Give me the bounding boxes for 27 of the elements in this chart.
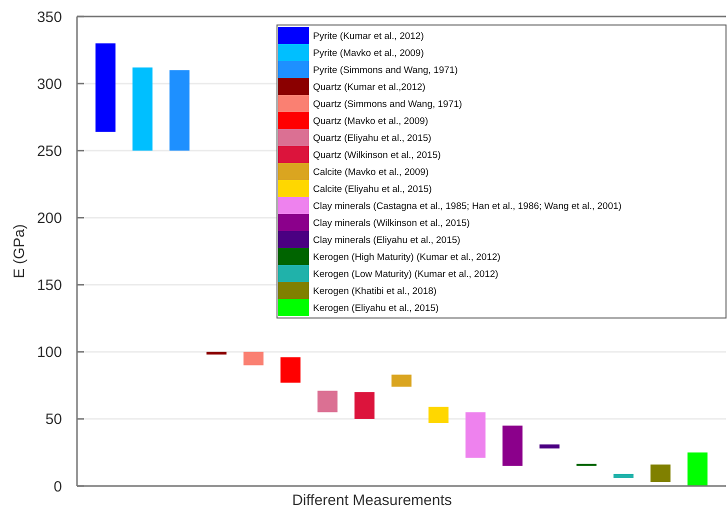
legend-label: Quartz (Wilkinson et al., 2015) bbox=[313, 150, 441, 161]
y-tick-label: 50 bbox=[45, 411, 62, 428]
y-tick-label: 200 bbox=[36, 210, 62, 227]
y-tick-label: 100 bbox=[36, 344, 62, 362]
legend-label: Kerogen (Low Maturity) (Kumar et al., 2012) bbox=[313, 269, 498, 280]
legend-label: Kerogen (High Maturity) (Kumar et al., 2012) bbox=[313, 252, 500, 263]
y-axis-title: E (GPa) bbox=[11, 224, 28, 278]
legend-label: Quartz (Eliyahu et al., 2015) bbox=[313, 133, 432, 144]
y-tick-label: 250 bbox=[36, 142, 62, 160]
legend-label: Calcite (Eliyahu et al., 2015) bbox=[313, 184, 432, 195]
legend-label: Pyrite (Kumar et al., 2012) bbox=[313, 31, 424, 42]
legend-label: Pyrite (Simmons and Wang, 1971) bbox=[313, 65, 458, 76]
legend-label: Clay minerals (Eliyahu et al., 2015) bbox=[313, 235, 460, 246]
y-tick-label: 150 bbox=[36, 277, 62, 294]
legend-label: Quartz (Mavko et al., 2009) bbox=[313, 116, 428, 127]
legend-label: Pyrite (Mavko et al., 2009) bbox=[313, 48, 424, 59]
legend-label: Quartz (Simmons and Wang, 1971) bbox=[313, 99, 462, 110]
legend-label: Kerogen (Eliyahu et al., 2015) bbox=[313, 303, 439, 314]
x-axis-title: Different Measurements bbox=[292, 492, 452, 509]
y-tick-label: 0 bbox=[54, 478, 62, 496]
y-tick-label: 300 bbox=[36, 76, 62, 93]
legend-label: Kerogen (Khatibi et al., 2018) bbox=[313, 286, 437, 297]
y-tick-label: 350 bbox=[36, 8, 62, 26]
legend-label: Calcite (Mavko et al., 2009) bbox=[313, 167, 429, 178]
legend-label: Quartz (Kumar et al.,2012) bbox=[313, 82, 426, 93]
legend-label: Clay minerals (Wilkinson et al., 2015) bbox=[313, 218, 470, 229]
legend-label: Clay minerals (Castagna et al., 1985; Han et al., 1986; Wang et al., 2001) bbox=[313, 201, 622, 212]
